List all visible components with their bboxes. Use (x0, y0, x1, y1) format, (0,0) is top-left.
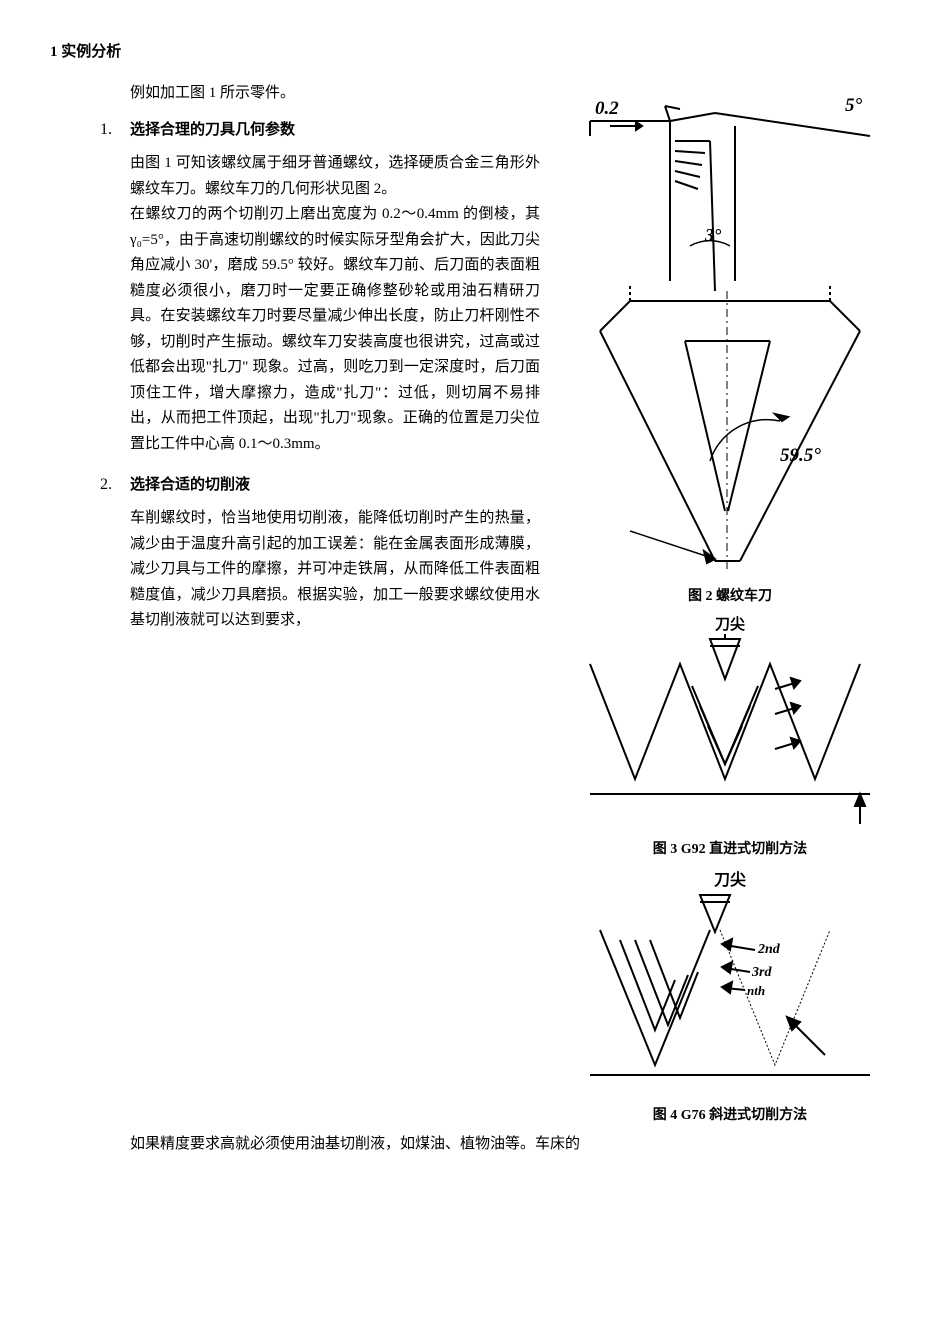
subsection-title: 选择合理的刀具几何参数 (130, 122, 295, 138)
section-number: 1 (50, 44, 58, 60)
figure-2-svg: 0.2 5° 3° 59.5° (570, 81, 890, 581)
fig2-label-3deg: 3° (704, 225, 722, 245)
figure-column: 0.2 5° 3° 59.5° 图 2 螺纹车刀 刀尖 (560, 81, 900, 1132)
text-column: 例如加工图 1 所示零件。 1. 选择合理的刀具几何参数 由图 1 可知该螺纹属… (50, 81, 540, 1132)
subsection-1: 1. 选择合理的刀具几何参数 由图 1 可知该螺纹属于细牙普通螺纹，选择硬质合金… (100, 118, 540, 457)
fig4-label-nth: nth (747, 983, 765, 998)
bottom-continuation: 如果精度要求高就必须使用油基切削液，如煤油、植物油等。车床的 (130, 1132, 900, 1158)
figure-2-box: 0.2 5° 3° 59.5° 图 2 螺纹车刀 (560, 81, 900, 605)
figure-3-svg (580, 634, 880, 834)
figure-4-caption: 图 4 G76 斜进式切削方法 (560, 1104, 900, 1124)
figure-4-box: 刀尖 (560, 866, 900, 1124)
fig4-top-label: 刀尖 (560, 866, 900, 890)
body-text-2: 车削螺纹时，恰当地使用切削液，能降低切削时产生的热量，减少由于温度升高引起的加工… (130, 506, 540, 634)
figure-4-svg: 2nd 3rd nth (580, 890, 880, 1100)
fig2-label-595: 59.5° (780, 445, 821, 466)
fig2-label-02: 0.2 (595, 98, 619, 119)
fig4-label-3rd: 3rd (751, 965, 772, 980)
main-container: 例如加工图 1 所示零件。 1. 选择合理的刀具几何参数 由图 1 可知该螺纹属… (50, 81, 900, 1132)
section-header: 1 实例分析 (50, 40, 900, 61)
subsection-number: 2. (100, 476, 126, 494)
body-text-1: 由图 1 可知该螺纹属于细牙普通螺纹，选择硬质合金三角形外螺纹车刀。螺纹车刀的几… (130, 151, 540, 457)
figure-3-caption: 图 3 G92 直进式切削方法 (560, 838, 900, 858)
figure-2-caption: 图 2 螺纹车刀 (560, 585, 900, 605)
fig4-label-2nd: 2nd (757, 942, 781, 957)
figure-3-box: 刀尖 (560, 613, 900, 858)
subsection-2: 2. 选择合适的切削液 车削螺纹时，恰当地使用切削液，能降低切削时产生的热量，减… (100, 473, 540, 634)
intro-text: 例如加工图 1 所示零件。 (130, 81, 540, 102)
section-title: 实例分析 (61, 44, 121, 60)
subsection-title: 选择合适的切削液 (130, 477, 250, 493)
subsection-number: 1. (100, 121, 126, 139)
fig2-label-5deg: 5° (845, 95, 863, 116)
fig3-top-label: 刀尖 (560, 613, 900, 634)
